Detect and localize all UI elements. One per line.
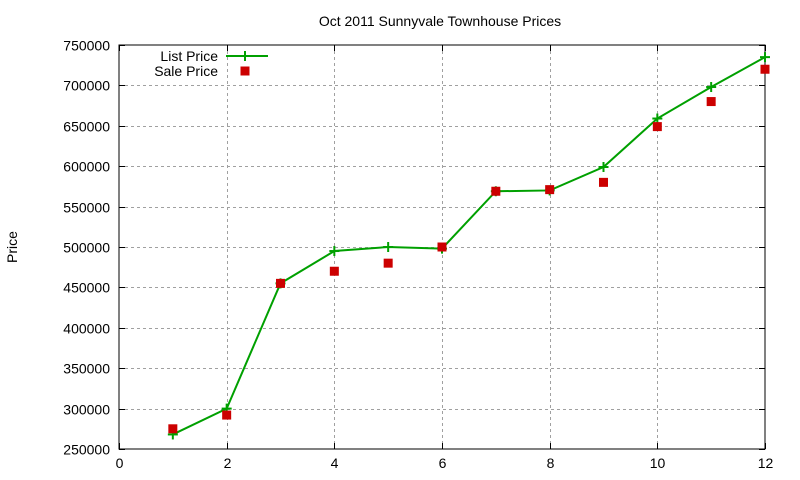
- y-tick-label: 600000: [63, 159, 110, 175]
- y-tick-label: 550000: [63, 200, 110, 216]
- y-tick-label: 500000: [63, 240, 110, 256]
- y-tick-label: 250000: [63, 442, 110, 458]
- data-series: [167, 52, 770, 440]
- grid-lines: [119, 45, 765, 449]
- legend-item: Sale Price: [154, 63, 250, 79]
- x-tick-label: 4: [331, 455, 339, 471]
- y-tick-label: 650000: [63, 119, 110, 135]
- y-tick-label: 300000: [63, 402, 110, 418]
- x-tick-label: 8: [547, 455, 555, 471]
- y-tick-label: 700000: [63, 78, 110, 94]
- y-tick-label: 350000: [63, 361, 110, 377]
- legend-label: Sale Price: [154, 63, 218, 79]
- y-tick-label: 450000: [63, 280, 110, 296]
- x-tick-label: 6: [439, 455, 447, 471]
- y-axis-label: Price: [4, 231, 20, 263]
- y-tick-label: 400000: [63, 321, 110, 337]
- legend-label: List Price: [160, 48, 218, 64]
- x-tick-label: 0: [116, 455, 124, 471]
- x-tick-label: 10: [650, 455, 666, 471]
- x-tick-label: 2: [224, 455, 232, 471]
- x-tick-label: 12: [758, 455, 774, 471]
- legend-item: List Price: [160, 48, 268, 64]
- axis-ticks: 250000 300000 350000 400000 450000 500000 5500…: [63, 38, 773, 472]
- series-list-price: [167, 52, 770, 440]
- chart-title: Oct 2011 Sunnyvale Townhouse Prices: [319, 13, 561, 29]
- series-sale-price: [168, 64, 770, 434]
- y-tick-label: 750000: [63, 38, 110, 54]
- plot-border: [118, 44, 766, 450]
